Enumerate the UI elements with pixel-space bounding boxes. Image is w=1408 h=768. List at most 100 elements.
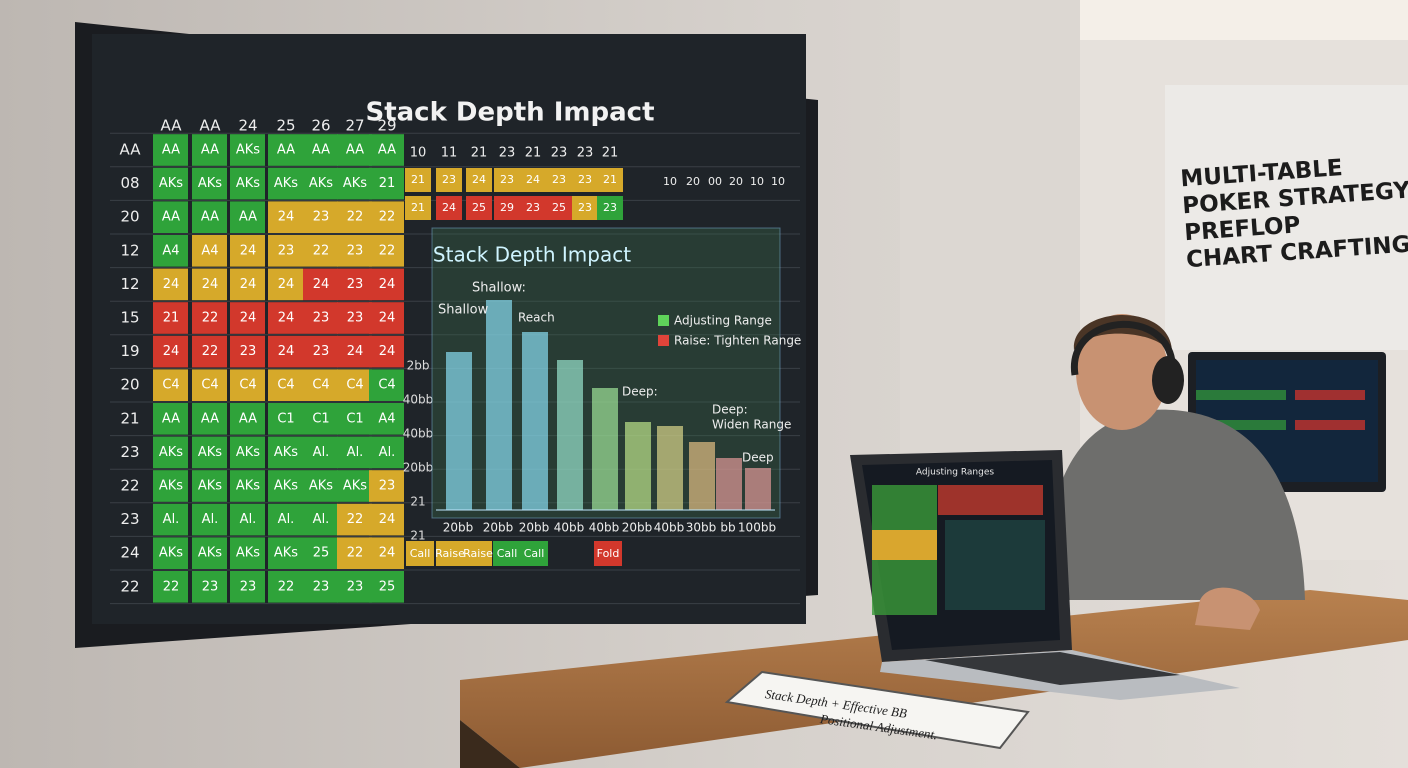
cell — [337, 571, 372, 603]
cell — [303, 503, 338, 536]
monitor-row — [1295, 420, 1365, 430]
overlay-note: Widen Range — [712, 418, 791, 432]
row-header: 15 — [120, 309, 139, 327]
cell-label: 23 — [347, 243, 364, 258]
cell-label: 24 — [347, 344, 364, 359]
overlay-note: Deep: — [622, 385, 658, 399]
bar — [625, 422, 651, 510]
column-header: 00 — [708, 175, 722, 188]
cell-label: AKs — [309, 176, 333, 191]
cell-label: 24 — [240, 243, 257, 258]
cell — [268, 134, 303, 166]
cell — [369, 134, 404, 166]
cell — [303, 235, 338, 267]
cell-label: AKs — [198, 479, 222, 494]
cell — [369, 436, 404, 469]
cell-label: 24 — [313, 277, 330, 292]
cell-label: AA — [162, 210, 180, 225]
cell — [192, 369, 227, 401]
row-header: AA — [120, 141, 142, 159]
cell-label: AKs — [198, 546, 222, 561]
row-header: 22 — [120, 577, 139, 595]
cell — [153, 403, 188, 435]
overlay-title: Stack Depth Impact — [433, 243, 631, 267]
cell-label: 24 — [278, 277, 295, 292]
cell-label: 23 — [240, 344, 257, 359]
cell-label: Call — [410, 547, 431, 560]
cell-label: 22 — [163, 579, 180, 594]
overlay-note: Shallow: — [472, 281, 526, 296]
cell — [230, 571, 265, 603]
cell-label: AKs — [274, 176, 298, 191]
cell — [153, 571, 188, 603]
cell — [230, 537, 265, 569]
x-label: 20bb — [519, 521, 550, 535]
cell — [303, 571, 338, 603]
cell-label: 22 — [347, 512, 364, 527]
desk-edge — [460, 720, 520, 768]
tv-title: Stack Depth Impact — [365, 98, 654, 128]
cell-label: AA — [312, 143, 330, 158]
cell — [268, 470, 303, 502]
cell — [405, 196, 431, 220]
bar — [446, 352, 472, 510]
overlay-note: Shallow — [438, 303, 489, 318]
cell — [192, 537, 227, 569]
cell — [369, 537, 404, 569]
cell — [192, 235, 227, 267]
cell — [369, 335, 404, 368]
monitor-row — [1196, 420, 1286, 430]
row-header: 12 — [120, 275, 139, 293]
monitor-row — [1196, 390, 1286, 400]
cell — [192, 436, 227, 469]
cell — [546, 196, 572, 220]
bar — [522, 332, 548, 510]
x-label: 40bb — [654, 521, 685, 535]
cell-label: 23 — [278, 243, 295, 258]
cell — [369, 470, 404, 502]
cell-label: A4 — [162, 243, 179, 258]
laptop-grid — [872, 530, 937, 560]
cell-label: 23 — [603, 201, 617, 214]
cell — [268, 268, 303, 301]
cell-label: AA — [239, 411, 257, 426]
cell — [268, 436, 303, 469]
cell — [337, 503, 372, 536]
cell — [153, 470, 188, 502]
cell-label: 24 — [442, 201, 456, 214]
cell-label: AKs — [274, 546, 298, 561]
cell-label: Fold — [597, 547, 620, 560]
cell-label: 24 — [240, 311, 257, 326]
cell — [192, 201, 227, 233]
cell — [268, 571, 303, 603]
cell-label: 24 — [240, 277, 257, 292]
column-header: 10 — [663, 175, 677, 188]
column-header: 10 — [750, 175, 764, 188]
cell — [192, 167, 227, 200]
cell-label: 23 — [313, 579, 330, 594]
cell — [303, 537, 338, 569]
column-header: AA — [161, 117, 183, 135]
side-label: 20bb — [403, 461, 434, 475]
cell — [192, 268, 227, 301]
cell — [268, 302, 303, 334]
cell-label: Al. — [379, 445, 396, 460]
side-label: 40bb — [403, 427, 434, 441]
cell — [594, 541, 622, 566]
cell-label: 24 — [379, 311, 396, 326]
column-header: 10 — [771, 175, 785, 188]
row-header: 20 — [120, 376, 139, 394]
column-header: 20 — [686, 175, 700, 188]
cell — [406, 541, 434, 566]
cell — [268, 335, 303, 368]
cell-label: Al. — [202, 512, 219, 527]
cell — [303, 201, 338, 233]
headphone-cup — [1152, 356, 1184, 404]
cell — [230, 235, 265, 267]
cell-label: 21 — [411, 201, 425, 214]
cell-label: C4 — [312, 378, 329, 393]
cell — [303, 436, 338, 469]
cell — [230, 503, 265, 536]
overlay-note: Reach — [518, 311, 555, 325]
